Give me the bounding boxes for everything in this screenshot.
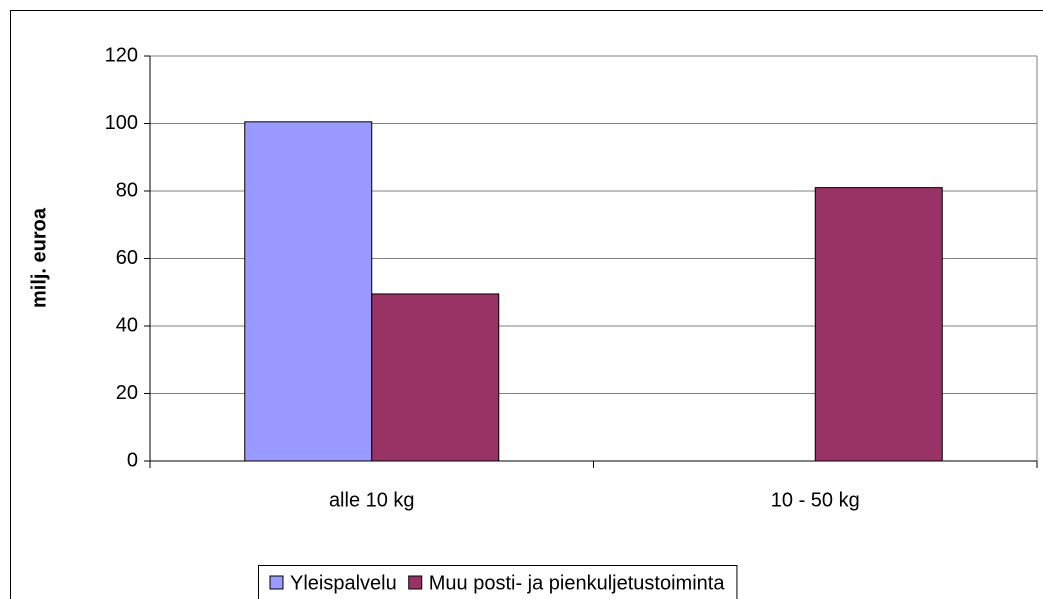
y-tick-label: 60: [116, 247, 138, 269]
y-tick-label: 100: [105, 112, 138, 134]
legend-label: Yleispalvelu: [290, 572, 397, 594]
y-tick-label: 80: [116, 179, 138, 201]
x-tick-label: 10 - 50 kg: [771, 489, 860, 511]
y-tick-label: 20: [116, 382, 138, 404]
bar: [371, 293, 500, 462]
y-tick-label: 120: [105, 44, 138, 66]
bar: [814, 187, 943, 462]
legend-swatch: [408, 575, 423, 590]
y-tick-label: 0: [127, 449, 138, 471]
legend-swatch: [269, 575, 284, 590]
x-tick-label: alle 10 kg: [329, 489, 415, 511]
y-axis-label: milj. euroa: [28, 207, 50, 308]
legend-label: Muu posti- ja pienkuljetustoiminta: [429, 572, 726, 594]
y-tick-label: 40: [116, 314, 138, 336]
legend-box: [258, 565, 738, 599]
bar: [244, 121, 373, 462]
